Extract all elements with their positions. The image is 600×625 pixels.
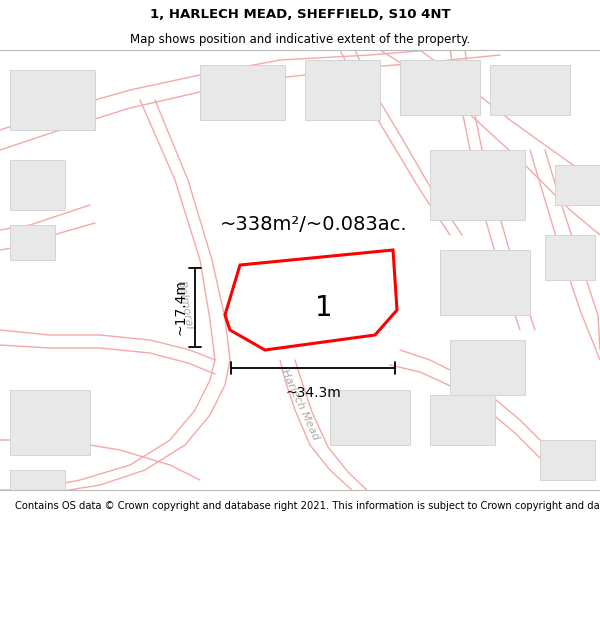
Bar <box>430 395 495 445</box>
Bar <box>10 160 65 210</box>
Text: Harlech Mead: Harlech Mead <box>279 368 321 442</box>
Polygon shape <box>225 250 397 350</box>
Text: 1, HARLECH MEAD, SHEFFIELD, S10 4NT: 1, HARLECH MEAD, SHEFFIELD, S10 4NT <box>149 9 451 21</box>
Bar <box>450 340 525 395</box>
Bar <box>430 150 525 220</box>
Bar <box>10 390 90 455</box>
Text: Map shows position and indicative extent of the property.: Map shows position and indicative extent… <box>130 32 470 46</box>
Text: Balmoral: Balmoral <box>176 279 194 331</box>
Bar <box>10 225 55 260</box>
Bar <box>490 65 570 115</box>
Bar <box>440 250 530 315</box>
Bar <box>555 165 600 205</box>
Text: ~17.4m: ~17.4m <box>173 279 187 336</box>
Bar <box>305 60 380 120</box>
Bar <box>330 390 410 445</box>
Bar <box>400 60 480 115</box>
Bar <box>540 440 595 480</box>
Bar <box>545 235 595 280</box>
Text: ~338m²/~0.083ac.: ~338m²/~0.083ac. <box>220 216 407 234</box>
Bar <box>200 65 285 120</box>
Bar <box>10 70 95 130</box>
Text: 1: 1 <box>315 294 332 322</box>
Text: ~34.3m: ~34.3m <box>285 386 341 400</box>
Text: Contains OS data © Crown copyright and database right 2021. This information is : Contains OS data © Crown copyright and d… <box>15 501 600 511</box>
Bar <box>10 470 65 490</box>
